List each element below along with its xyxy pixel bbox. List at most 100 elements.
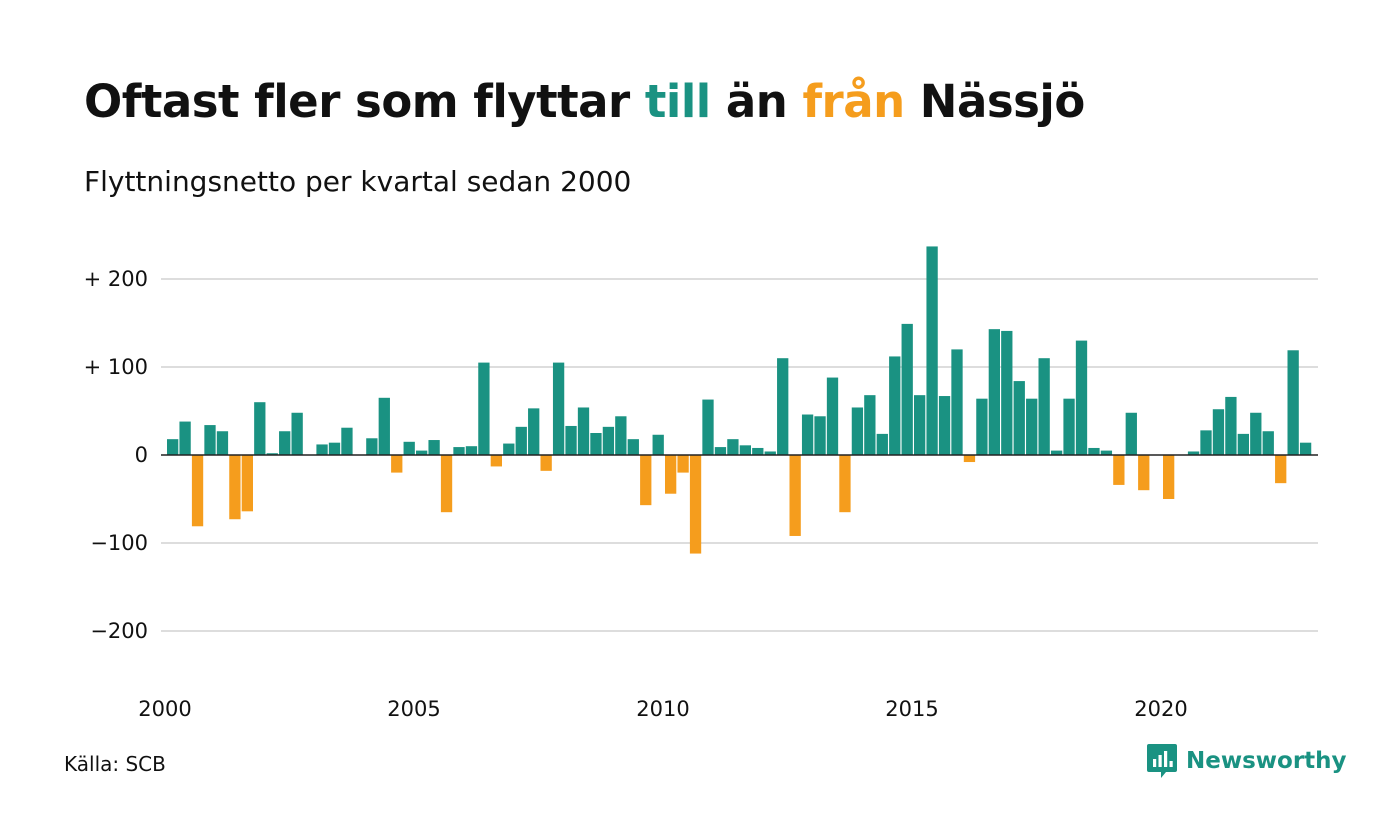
title-highlight-fran: från: [802, 75, 905, 128]
bar: [391, 455, 403, 473]
bar: [241, 455, 253, 512]
y-axis-tick-labels: + 200 + 100 0 −100 −200: [84, 267, 148, 643]
x-tick-label: 2005: [387, 697, 440, 721]
bar: [167, 439, 179, 455]
bar: [1250, 412, 1262, 455]
bar: [864, 395, 876, 455]
x-tick-label: 2000: [138, 697, 191, 721]
bar: [976, 398, 988, 455]
bar: [889, 356, 901, 455]
title-highlight-till: till: [644, 75, 711, 128]
y-tick-label: 0: [135, 443, 148, 467]
bar: [1237, 433, 1249, 455]
title-part-3: Nässjö: [904, 75, 1085, 128]
x-tick-label: 2020: [1134, 697, 1187, 721]
bar: [378, 397, 390, 455]
y-tick-label: −100: [90, 531, 148, 555]
bar: [602, 426, 615, 455]
newsworthy-brand-name: Newsworthy: [1186, 748, 1347, 774]
bar: [764, 451, 776, 455]
bar: [577, 407, 590, 455]
bar: [1138, 455, 1150, 491]
x-tick-label: 2015: [885, 697, 938, 721]
x-axis-tick-labels: 2000 2005 2010 2015 2020: [138, 697, 1187, 721]
bar: [963, 455, 976, 463]
y-tick-label: −200: [90, 619, 148, 643]
bar: [689, 455, 702, 554]
source-note: Källa: SCB: [64, 752, 166, 776]
bar: [1287, 350, 1299, 455]
bar: [1262, 431, 1274, 455]
bar: [191, 455, 204, 527]
bar: [901, 323, 913, 455]
bar: [851, 407, 864, 455]
bar: [1100, 450, 1113, 455]
bar: [1163, 455, 1175, 499]
newsworthy-logo-icon: [1147, 744, 1177, 778]
bar: [490, 455, 502, 467]
title-part-2: än: [710, 75, 803, 128]
bar: [416, 450, 428, 455]
bar: [739, 445, 751, 455]
bar: [627, 439, 639, 455]
bar: [665, 455, 677, 494]
bar: [727, 439, 739, 455]
bar: [1200, 430, 1212, 455]
bar: [204, 425, 216, 455]
bar: [565, 425, 577, 455]
bar: [826, 377, 839, 455]
bar: [316, 444, 328, 455]
bar: [1050, 450, 1063, 455]
bar: [839, 455, 851, 513]
bar: [503, 443, 515, 455]
bar: [1125, 412, 1137, 455]
y-tick-label: + 100: [84, 355, 148, 379]
bar: [465, 446, 478, 455]
bar: [328, 442, 341, 455]
bar: [440, 455, 453, 513]
bar: [1075, 340, 1088, 455]
bar: [552, 362, 565, 455]
bar: [677, 455, 689, 473]
bar: [801, 414, 814, 455]
chart-subtitle: Flyttningsnetto per kvartal sedan 2000: [84, 165, 632, 198]
bar: [453, 447, 465, 455]
title-part-1: Oftast fler som flyttar: [84, 75, 645, 128]
bar: [229, 455, 241, 520]
bar: [279, 431, 291, 455]
bar: [291, 412, 303, 455]
bar: [1063, 398, 1075, 455]
x-tick-label: 2010: [636, 697, 689, 721]
bar: [876, 433, 888, 455]
bar: [615, 416, 627, 455]
bar: [652, 434, 664, 455]
bar: [702, 399, 714, 455]
bar: [478, 362, 490, 455]
bar: [1038, 358, 1050, 455]
y-tick-label: + 200: [84, 267, 148, 291]
bar: [216, 431, 229, 455]
bar: [789, 455, 801, 536]
bar: [752, 447, 764, 455]
bar: [179, 421, 191, 455]
bar: [1026, 398, 1038, 455]
bar: [1013, 381, 1025, 455]
bar: [515, 426, 527, 455]
bar: [640, 455, 652, 506]
bar: [1275, 455, 1287, 484]
bar: [341, 427, 353, 455]
bar: [951, 349, 963, 455]
newsworthy-logo: Newsworthy: [1146, 742, 1347, 780]
bar: [1001, 330, 1013, 455]
bar: [814, 416, 826, 455]
bar: [926, 246, 938, 455]
bar: [266, 453, 278, 455]
bar: [428, 440, 440, 455]
bar: [914, 395, 926, 455]
bar: [1187, 451, 1200, 455]
bar: [938, 396, 951, 455]
bar: [366, 438, 378, 455]
bar: [1088, 447, 1100, 455]
chart-title: Oftast fler som flyttar till än från Näs…: [84, 72, 1085, 132]
